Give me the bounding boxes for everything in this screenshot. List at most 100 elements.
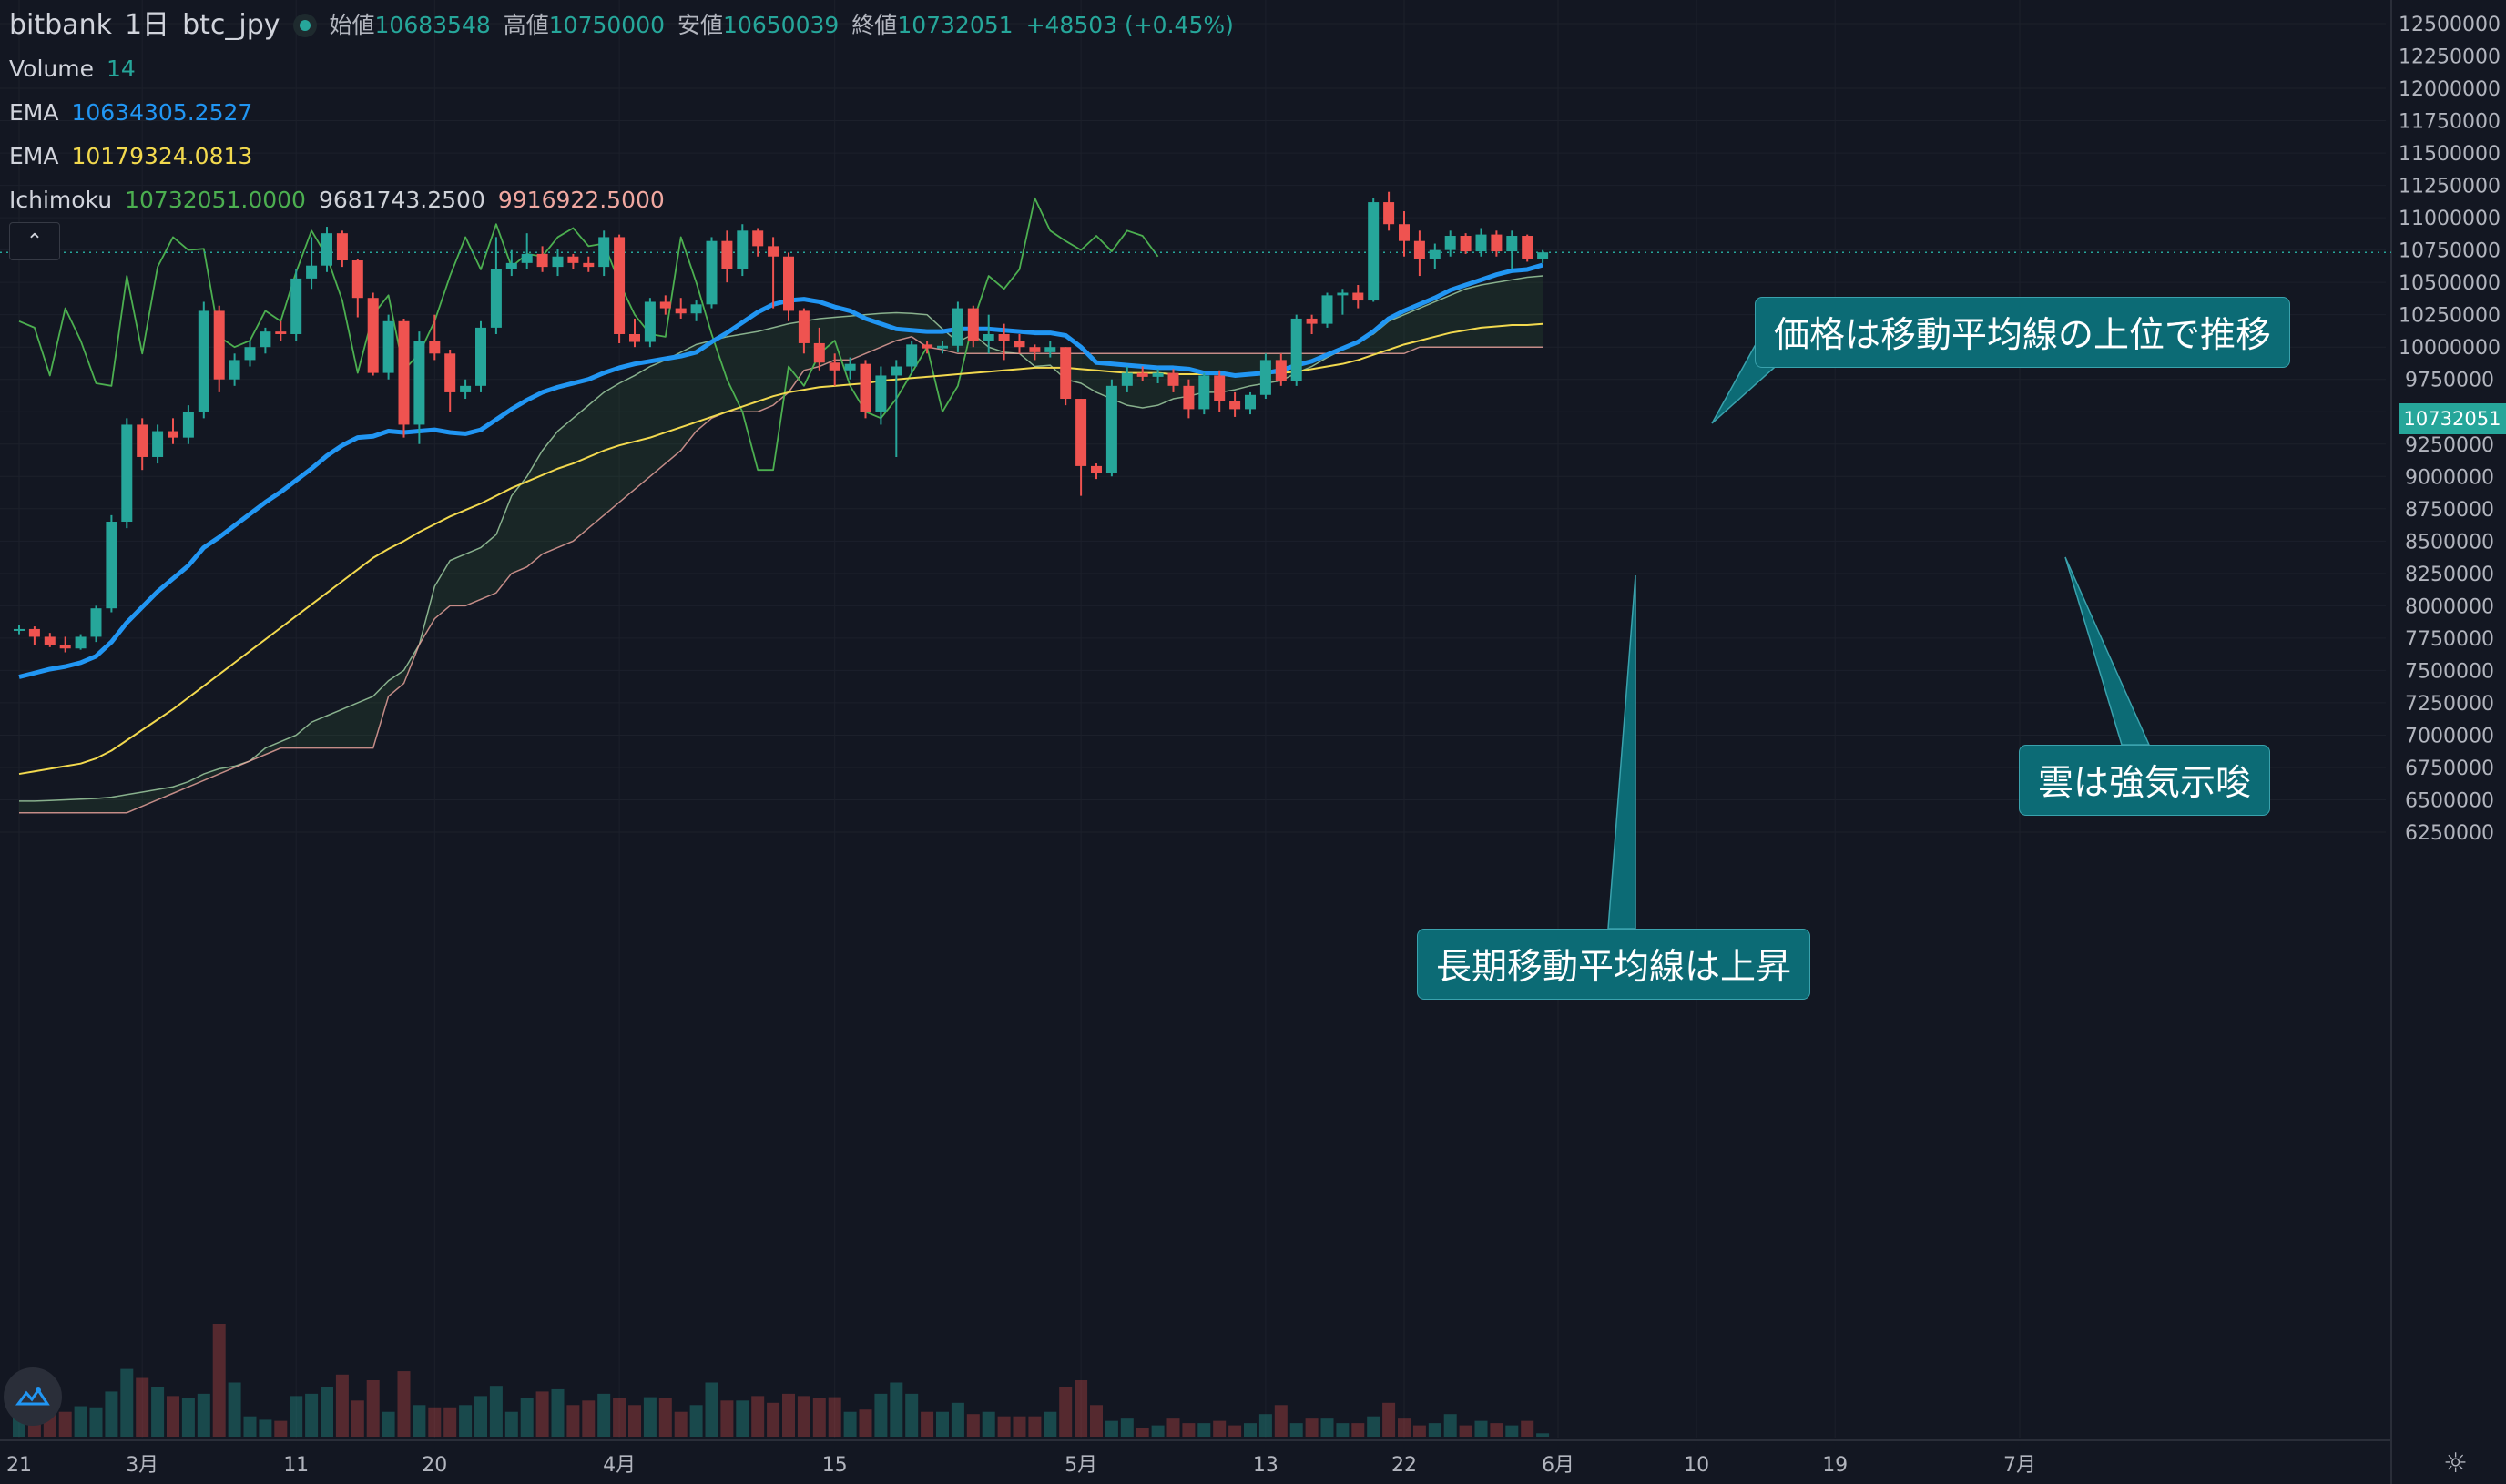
time-axis[interactable]: 21 3月 11 20 4月 15 5月 13 22 6月 10 19 7月 [6, 1454, 2036, 1477]
candle-body [583, 262, 595, 268]
candle-body [1383, 202, 1395, 225]
indicator-row[interactable]: Volume 14 [9, 47, 1234, 91]
callout-long-ma-rising: 長期移動平均線は上昇 [1417, 929, 1811, 1000]
volume-bar [936, 1411, 949, 1437]
volume-bar [474, 1396, 487, 1437]
volume-bar [951, 1402, 964, 1437]
candle-body [90, 608, 102, 637]
time-tick-label: 19 [1822, 1454, 1848, 1477]
price-tick-label: 10000000 [2399, 337, 2501, 360]
indicator-value: 10179324.0813 [71, 143, 253, 169]
indicator-row[interactable]: EMA 10179324.0813 [9, 135, 1234, 178]
symbol-name[interactable]: btc_jpy [182, 9, 280, 41]
candle-body [168, 431, 178, 438]
volume-bar [613, 1398, 626, 1437]
open-value: 10683548 [374, 12, 491, 38]
volume-bar [1336, 1423, 1350, 1437]
tradingview-logo-icon[interactable] [4, 1367, 62, 1426]
candle-body [706, 240, 718, 305]
volume-bar [1443, 1414, 1457, 1437]
low-value: 10650039 [723, 12, 840, 38]
indicator-row[interactable]: EMA 10634305.2527 [9, 91, 1234, 135]
volume-bar [966, 1414, 980, 1437]
time-tick-label: 20 [422, 1454, 447, 1477]
candle-body [998, 333, 1010, 341]
candle-body [1259, 360, 1271, 395]
gear-icon[interactable]: ☼ [2443, 1448, 2468, 1479]
volume-bar [1382, 1402, 1396, 1437]
candle-body [983, 333, 994, 341]
candle-body [1290, 318, 1302, 381]
time-tick-label: 7月 [2003, 1454, 2036, 1477]
volume-bar [658, 1398, 672, 1437]
volume-bar [520, 1398, 534, 1437]
volume-bar [812, 1398, 826, 1437]
indicator-row[interactable]: Ichimoku 10732051.0000 9681743.2500 9916922… [9, 178, 1234, 222]
candle-body [721, 240, 733, 269]
volume-bar [1197, 1423, 1211, 1437]
indicator-value: 9916922.5000 [497, 187, 665, 213]
candle-body [614, 237, 626, 334]
candle-body [260, 331, 271, 348]
candle-body [1368, 202, 1380, 301]
candle-body [1091, 465, 1102, 473]
candle-body [844, 363, 856, 371]
volume-bar [1166, 1418, 1180, 1437]
volume-bar [1490, 1423, 1503, 1437]
volume-bar [428, 1407, 442, 1437]
volume-bar [305, 1393, 319, 1437]
candle-body [152, 431, 164, 457]
volume-bar [120, 1368, 134, 1437]
candle-body [198, 310, 209, 412]
high-label: 高値 [503, 12, 549, 38]
candle-body [490, 269, 502, 328]
volume-bar [489, 1386, 503, 1437]
volume-bar [1459, 1425, 1472, 1437]
indicator-name: EMA [9, 143, 59, 169]
price-axis[interactable]: 12500000 12250000 12000000 11750000 11500000… [2399, 14, 2501, 845]
price-tick-label: 8250000 [2405, 564, 2494, 586]
cloud-fill [19, 276, 1543, 813]
candle-body [1321, 295, 1333, 324]
candle-body [475, 327, 486, 386]
price-tick-label: 11250000 [2399, 176, 2501, 198]
time-tick-label: 21 [6, 1454, 32, 1477]
indicator-name: EMA [9, 99, 59, 126]
price-tick-label: 7750000 [2405, 628, 2494, 651]
candle-body [1229, 401, 1241, 410]
candle-body [1352, 292, 1364, 301]
price-candles[interactable] [14, 191, 1549, 653]
exchange-name[interactable]: bitbank [9, 9, 112, 41]
change-value: +48503 (+0.45%) [1025, 12, 1234, 38]
volume-bar [1105, 1420, 1118, 1437]
candle-body [1491, 234, 1503, 252]
interval-label[interactable]: 1日 [124, 9, 170, 41]
indicator-name: Volume [9, 56, 94, 82]
candle-body [752, 230, 764, 247]
candle-body [1136, 372, 1148, 377]
candle-body [659, 301, 671, 309]
candle-body [768, 246, 779, 257]
candle-body [737, 230, 749, 269]
span-b-line [19, 336, 1543, 814]
candle-body [813, 342, 825, 363]
volume-bar [1505, 1425, 1519, 1437]
volume-bar [459, 1405, 473, 1437]
symbol-header: bitbank 1日 btc_jpy 始値10683548 高値10750000… [9, 4, 1234, 47]
candle-body [213, 310, 225, 380]
volume-bar [1182, 1423, 1196, 1437]
volume-bar [535, 1391, 549, 1437]
candle-body [1214, 375, 1226, 401]
volume-bar [1351, 1423, 1365, 1437]
price-tick-label: 6750000 [2405, 757, 2494, 780]
candle-body [28, 628, 40, 637]
volume-bar [1536, 1433, 1550, 1437]
indicator-lines [0, 197, 2391, 776]
chevron-up-icon[interactable]: ⌃ [9, 222, 60, 260]
volume-bar [1305, 1418, 1319, 1437]
price-tick-label: 8000000 [2405, 595, 2494, 618]
grid-lines [0, 0, 2392, 1484]
volume-bar [689, 1405, 703, 1437]
volume-bar [105, 1391, 118, 1437]
